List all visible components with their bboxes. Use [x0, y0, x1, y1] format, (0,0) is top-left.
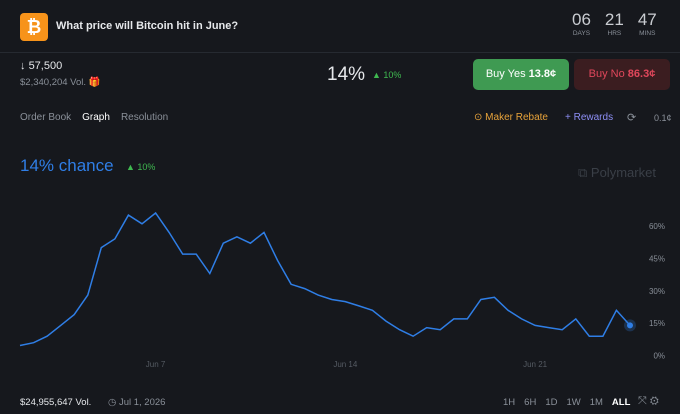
market-title: What price will Bitcoin hit in June?	[56, 20, 239, 32]
countdown: 06 DAYS 21 HRS 47 MINS	[572, 10, 657, 37]
countdown-value: 06	[572, 10, 591, 29]
end-date-text: Jul 1, 2026	[118, 397, 166, 408]
volume-text: $2,340,204 Vol.	[20, 77, 87, 88]
range-button[interactable]: 1D	[545, 397, 558, 408]
x-tick-label: Jun 7	[146, 360, 166, 369]
chance: 14%	[327, 64, 366, 85]
watermark-text: Polymarket	[590, 165, 656, 180]
change-value: 10%	[383, 70, 402, 80]
range-button[interactable]: 6H	[524, 397, 537, 408]
range-button[interactable]: 1M	[589, 397, 603, 408]
tab[interactable]: Graph	[82, 112, 110, 123]
target: ↓ 57,500	[20, 60, 63, 72]
target-price: 57,500	[28, 60, 63, 72]
y-tick-label: 30%	[649, 287, 665, 296]
last-point	[627, 322, 633, 329]
countdown-value: 21	[604, 10, 624, 29]
tabs: Order Book Graph Resolution	[20, 112, 168, 123]
countdown-label: DAYS	[572, 30, 591, 37]
buy-no-button[interactable]: Buy No 86.3¢	[574, 59, 670, 90]
line-series	[19, 211, 631, 347]
bitcoin-icon: ₿	[20, 13, 48, 41]
chart-change: ▲ 10%	[126, 162, 156, 172]
volume: $2,340,204 Vol. 🎁	[20, 77, 101, 88]
range-button[interactable]: ALL	[611, 397, 631, 408]
buy-no-label: Buy No	[588, 68, 625, 80]
countdown-unit: 21 HRS	[605, 10, 624, 37]
buy-yes-label: Buy Yes	[485, 68, 526, 80]
countdown-unit: 06 DAYS	[572, 10, 591, 37]
maker-rebate[interactable]: ⊙ Maker Rebate	[474, 112, 548, 123]
range-button[interactable]: 1H	[503, 397, 516, 408]
y-tick-label: 15%	[649, 319, 665, 328]
watermark: ⧉ Polymarket	[578, 165, 656, 180]
countdown-value: 47	[637, 10, 657, 29]
x-tick-label: Jun 21	[523, 360, 548, 369]
spread: 0.1¢	[654, 113, 672, 123]
y-tick-label: 0%	[653, 352, 665, 361]
y-tick-label: 45%	[649, 254, 665, 263]
footer-volume: $24,955,647 Vol.	[20, 397, 92, 408]
chart-title: 14% chance	[20, 156, 114, 175]
range-buttons: 1H 6H 1D 1W 1M ALL	[503, 397, 630, 408]
rewards[interactable]: + Rewards	[565, 112, 614, 123]
x-tick-label: Jun 14	[333, 360, 358, 369]
refresh-icon[interactable]: ⟳	[627, 112, 637, 124]
countdown-unit: 47 MINS	[638, 10, 657, 37]
y-tick-label: 60%	[649, 222, 665, 231]
divider	[0, 52, 680, 53]
tab[interactable]: Resolution	[120, 112, 169, 123]
range-button[interactable]: 1W	[566, 397, 581, 408]
buy-yes-button[interactable]: Buy Yes 13.8¢	[473, 59, 569, 90]
buy-yes-price: 13.8¢	[528, 68, 557, 80]
maker-rebate-text: Maker Rebate	[485, 112, 548, 123]
countdown-label: HRS	[607, 30, 622, 37]
countdown-label: MINS	[639, 30, 656, 37]
chart-change-value: 10%	[137, 162, 156, 172]
tab[interactable]: Order Book	[20, 112, 72, 123]
buy-no-price: 86.3¢	[627, 68, 656, 80]
change: ▲ 10%	[372, 70, 402, 80]
settings-icons[interactable]: ⤧ ⚙	[638, 395, 659, 407]
end-date: ◷ Jul 1, 2026	[108, 397, 166, 408]
